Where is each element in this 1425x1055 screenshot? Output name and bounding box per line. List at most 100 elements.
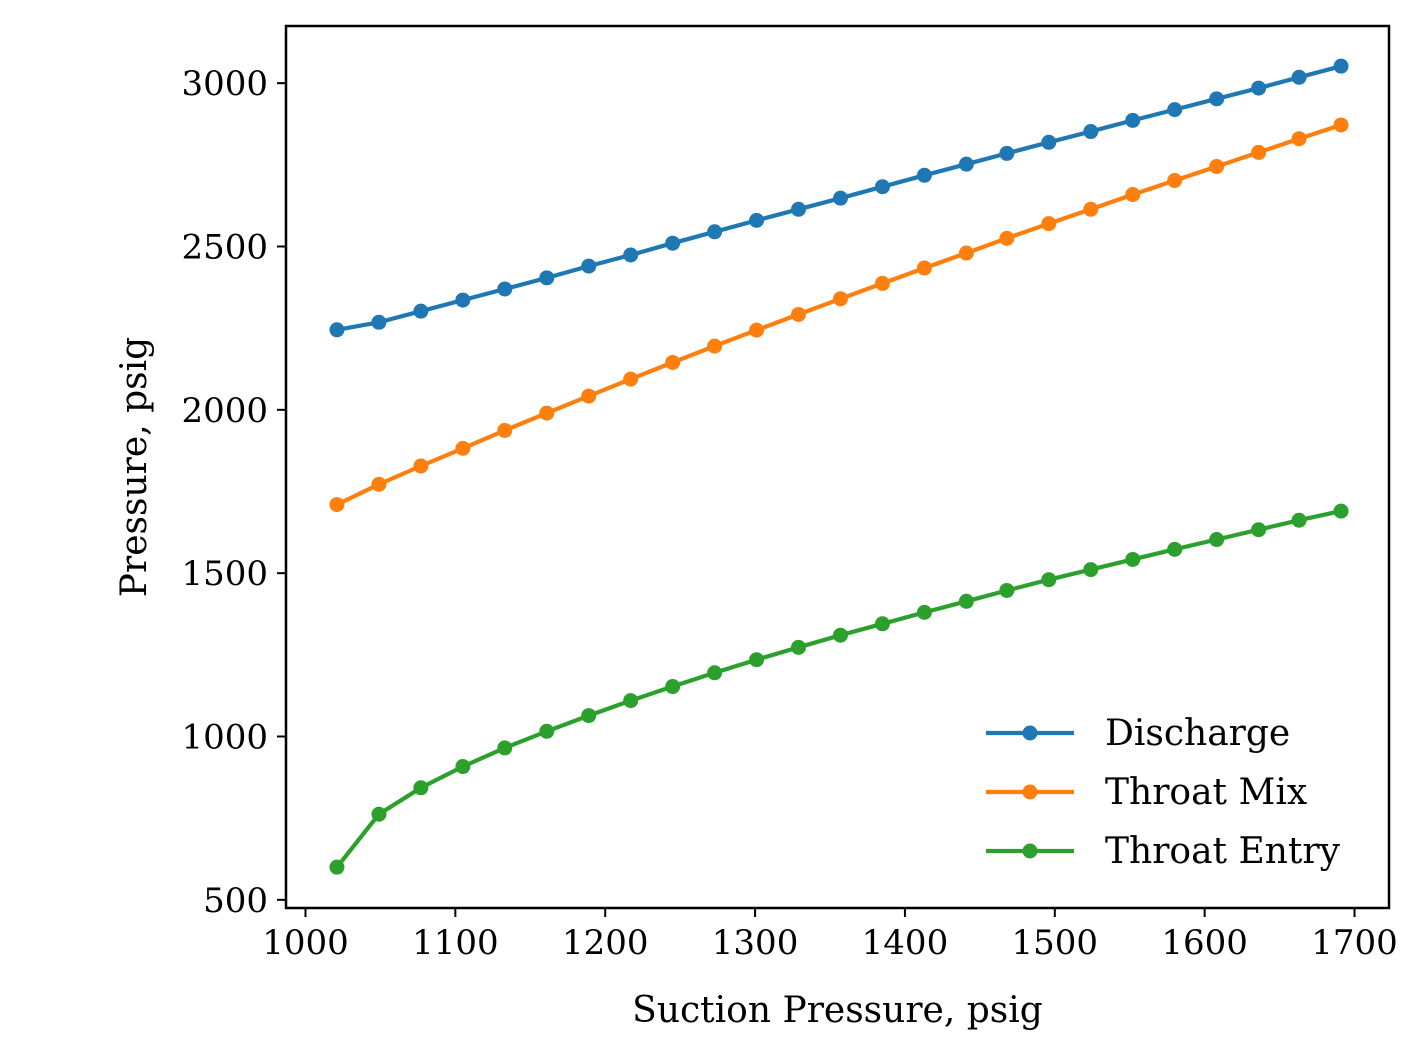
data-point xyxy=(1125,551,1141,567)
data-point xyxy=(329,322,345,338)
series-layer xyxy=(329,58,1349,875)
data-point xyxy=(371,314,387,330)
data-point xyxy=(1333,503,1349,519)
legend-label: Throat Entry xyxy=(1105,831,1341,872)
data-point xyxy=(791,639,807,655)
data-point xyxy=(371,806,387,822)
data-point xyxy=(958,245,974,261)
legend-item: Throat Mix xyxy=(986,772,1307,813)
data-point xyxy=(413,303,429,319)
legend-label: Throat Mix xyxy=(1105,772,1307,813)
y-axis: 500 1000 1500 2000 2500 3000 xyxy=(181,64,286,921)
data-point xyxy=(958,156,974,172)
y-tick-label: 2500 xyxy=(181,228,268,268)
data-point xyxy=(749,212,765,228)
x-tick-label: 1000 xyxy=(262,923,349,963)
series-throat-mix xyxy=(329,117,1349,513)
legend-marker xyxy=(1022,725,1038,741)
data-point xyxy=(581,388,597,404)
data-point xyxy=(1041,572,1057,588)
data-point xyxy=(497,281,513,297)
data-point xyxy=(539,270,555,286)
data-point xyxy=(329,859,345,875)
data-point xyxy=(329,497,345,513)
data-point xyxy=(707,338,723,354)
x-tick-label: 1500 xyxy=(1012,923,1099,963)
data-point xyxy=(999,145,1015,161)
data-point xyxy=(1333,58,1349,74)
data-point xyxy=(1083,124,1099,140)
series-throat-entry xyxy=(329,503,1349,875)
data-point xyxy=(455,440,471,456)
data-point xyxy=(999,582,1015,598)
data-point xyxy=(1041,134,1057,150)
data-point xyxy=(1251,80,1267,96)
legend: Discharge Throat Mix Throat Entry xyxy=(986,713,1341,872)
data-point xyxy=(1167,541,1183,557)
data-point xyxy=(999,230,1015,246)
data-point xyxy=(707,224,723,240)
data-point xyxy=(371,476,387,492)
x-tick-label: 1400 xyxy=(862,923,949,963)
data-point xyxy=(1291,69,1307,85)
data-point xyxy=(1125,112,1141,128)
data-point xyxy=(623,247,639,263)
data-point xyxy=(665,679,681,695)
data-point xyxy=(455,759,471,775)
data-point xyxy=(1291,131,1307,147)
data-point xyxy=(581,708,597,724)
data-point xyxy=(1083,562,1099,578)
data-point xyxy=(539,723,555,739)
data-point xyxy=(1209,91,1225,107)
x-axis-label: Suction Pressure, psig xyxy=(632,990,1043,1031)
data-point xyxy=(916,604,932,620)
data-point xyxy=(791,201,807,217)
plot-area-frame xyxy=(284,24,1391,910)
x-axis: 1000 1100 1200 1300 1400 1500 1600 1700 xyxy=(262,908,1398,963)
data-point xyxy=(581,258,597,274)
x-tick-label: 1300 xyxy=(712,923,799,963)
data-point xyxy=(623,371,639,387)
legend-marker xyxy=(1022,784,1038,800)
y-tick-label: 1500 xyxy=(181,554,268,594)
data-point xyxy=(1333,117,1349,133)
data-point xyxy=(413,458,429,474)
data-point xyxy=(497,740,513,756)
data-point xyxy=(665,354,681,370)
y-axis-label: Pressure, psig xyxy=(114,337,155,597)
x-tick-label: 1700 xyxy=(1311,923,1398,963)
data-point xyxy=(832,291,848,307)
data-point xyxy=(1167,102,1183,118)
x-tick-label: 1100 xyxy=(412,923,499,963)
x-tick-label: 1200 xyxy=(562,923,649,963)
legend-marker xyxy=(1022,843,1038,859)
data-point xyxy=(1209,532,1225,548)
data-point xyxy=(1251,144,1267,160)
data-point xyxy=(665,235,681,251)
data-point xyxy=(874,616,890,632)
y-tick-label: 3000 xyxy=(181,64,268,104)
data-point xyxy=(916,260,932,276)
data-point xyxy=(749,652,765,668)
data-point xyxy=(791,306,807,322)
data-point xyxy=(874,179,890,195)
data-point xyxy=(749,322,765,338)
data-point xyxy=(413,780,429,796)
data-point xyxy=(832,627,848,643)
data-point xyxy=(916,167,932,183)
series-discharge xyxy=(329,58,1349,338)
data-point xyxy=(707,665,723,681)
data-point xyxy=(455,292,471,308)
data-point xyxy=(497,422,513,438)
data-point xyxy=(832,190,848,206)
data-point xyxy=(874,275,890,291)
data-point xyxy=(1041,216,1057,232)
data-point xyxy=(1125,187,1141,203)
data-point xyxy=(539,405,555,421)
data-point xyxy=(1291,512,1307,528)
x-tick-label: 1600 xyxy=(1161,923,1248,963)
data-point xyxy=(1251,522,1267,538)
data-point xyxy=(623,693,639,709)
